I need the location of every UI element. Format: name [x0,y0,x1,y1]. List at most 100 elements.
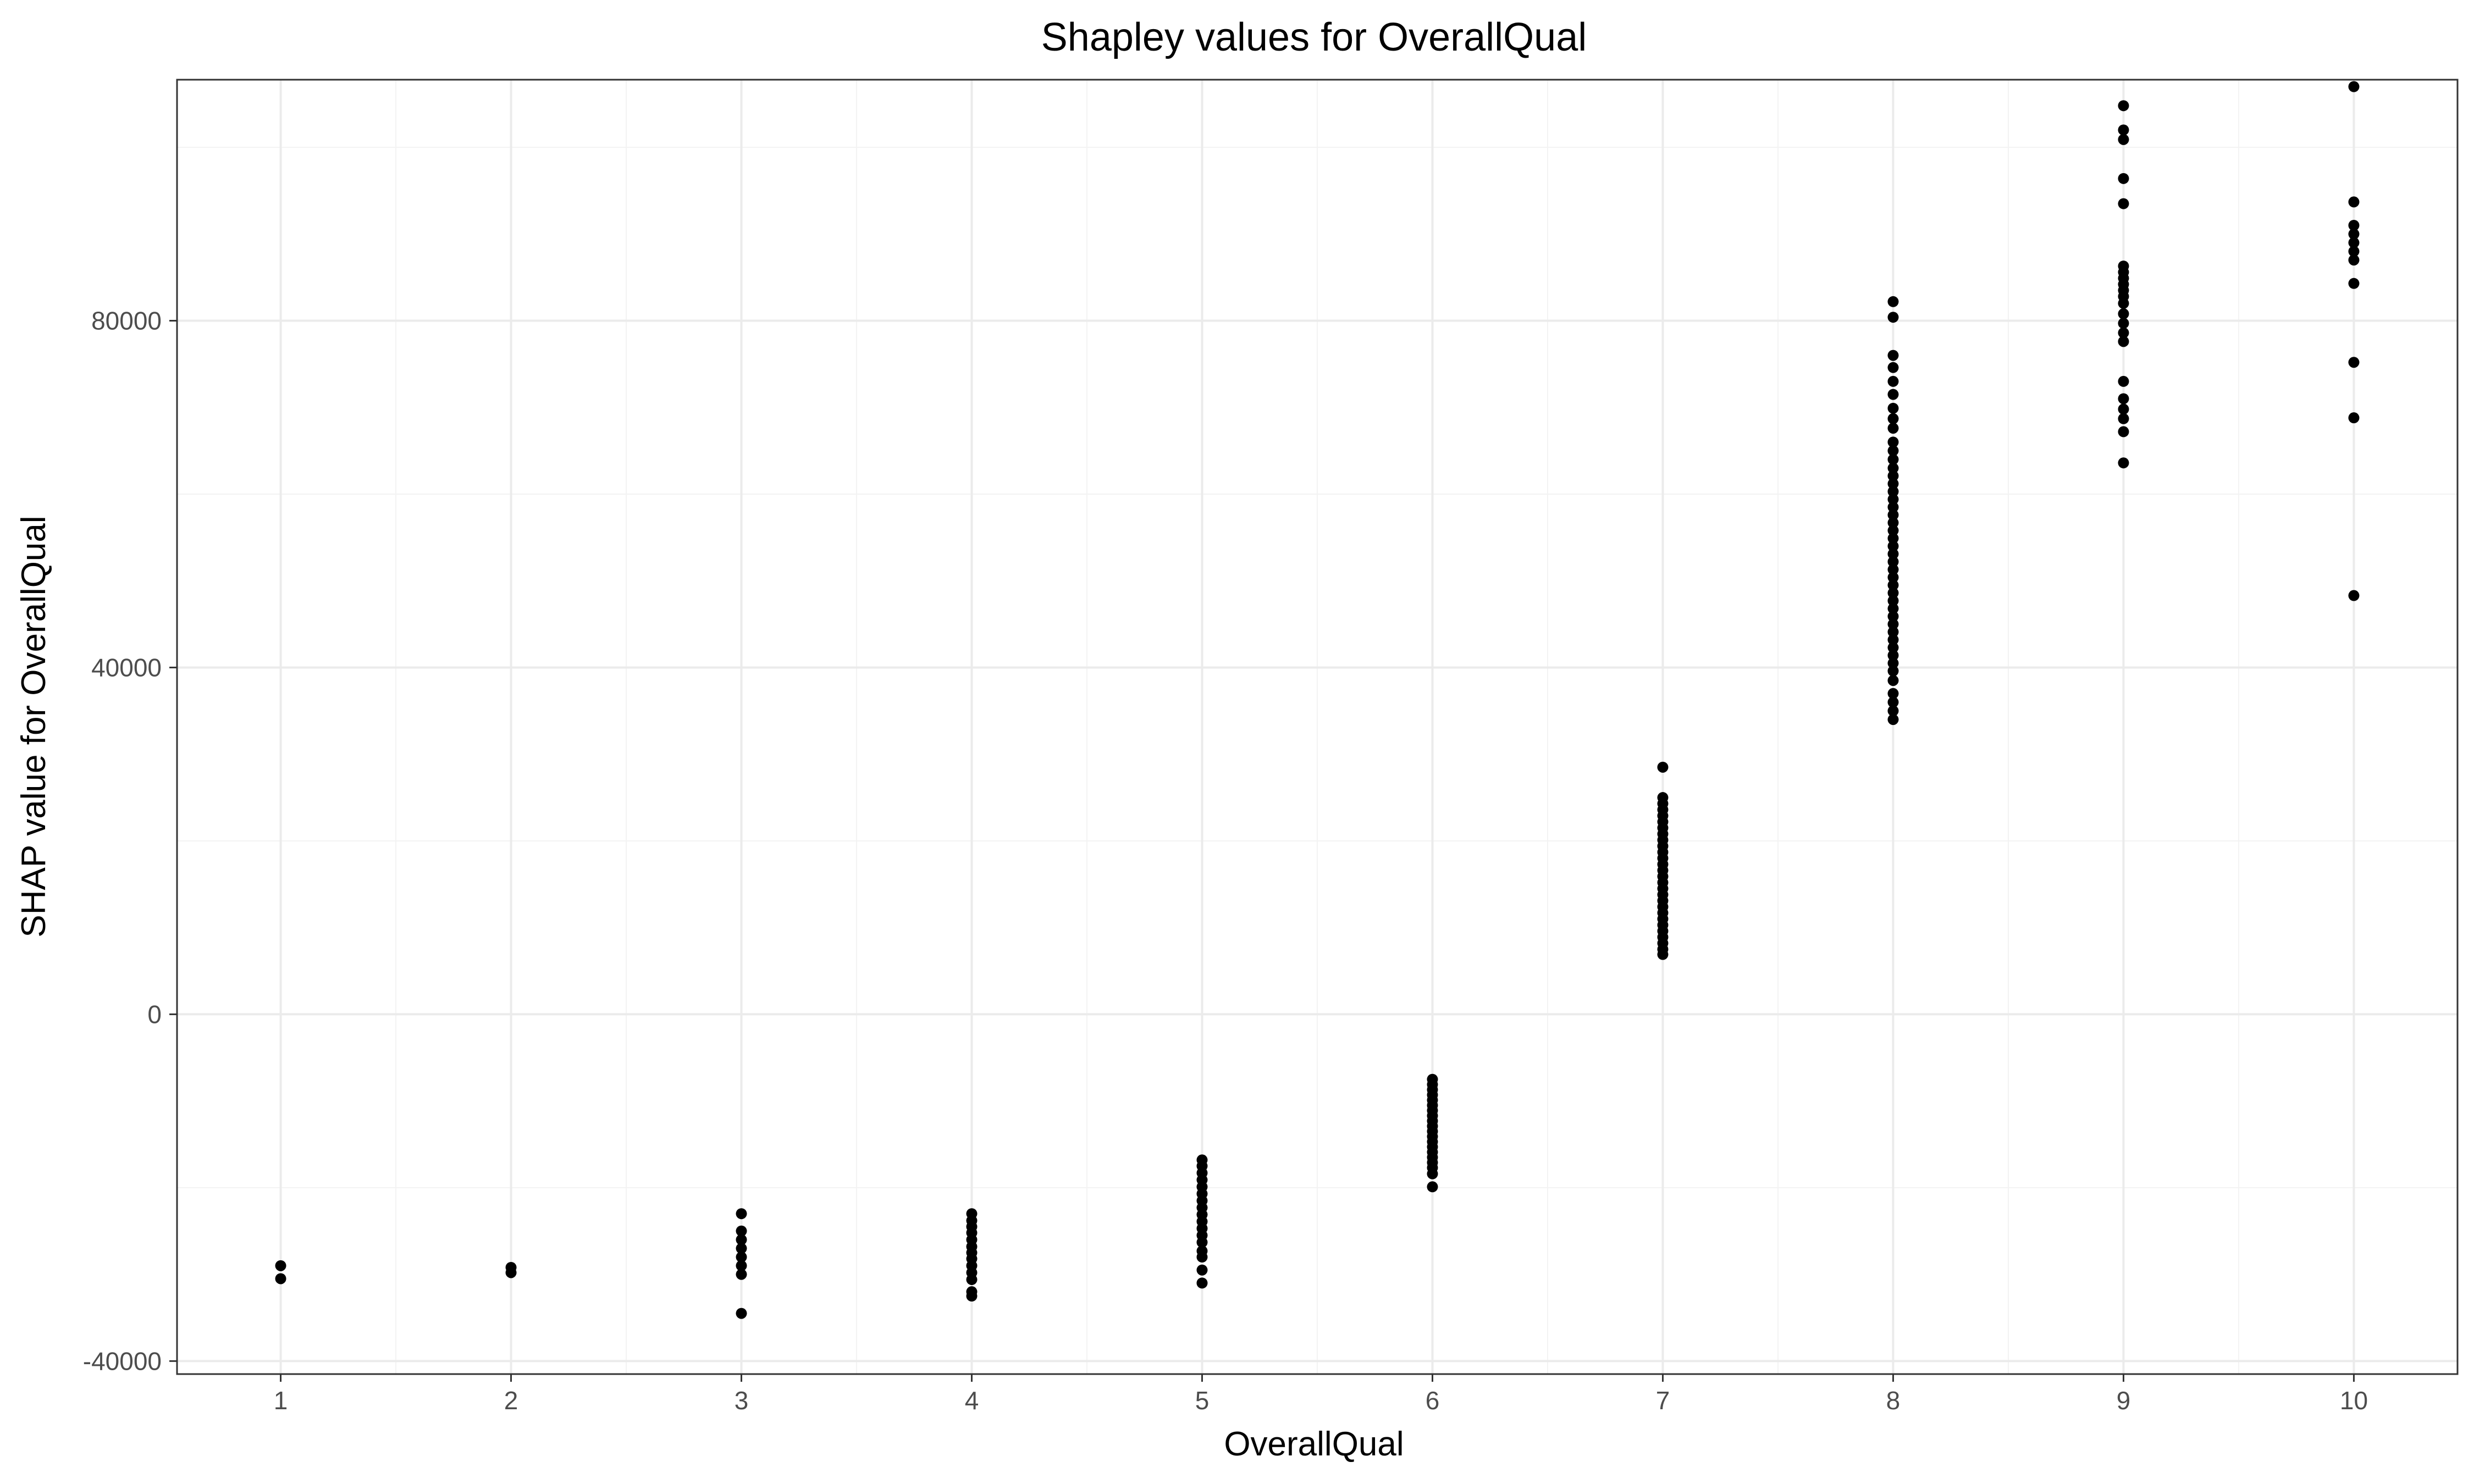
data-point [1887,587,1899,599]
data-point [1887,517,1899,529]
data-point [1887,494,1899,505]
x-tick-label: 10 [2340,1386,2368,1415]
data-point [2348,412,2360,424]
data-point [736,1260,747,1271]
data-point [736,1208,747,1220]
data-point [1887,423,1899,434]
data-point [1887,296,1899,307]
y-tick-label: 40000 [91,653,162,682]
y-axis-ticks: -40000 0 40000 80000 [83,307,177,1375]
data-point [1887,350,1899,361]
data-point [1887,486,1899,497]
minor-gridlines [177,80,2458,1374]
data-point [736,1269,747,1280]
data-point [1887,402,1899,414]
data-point [2118,327,2129,339]
data-point [1887,675,1899,686]
x-tick-label: 2 [504,1386,518,1415]
data-point [736,1225,747,1237]
data-point [1887,579,1899,591]
x-axis-title: OverallQual [1224,1425,1404,1463]
data-point [736,1234,747,1245]
data-point [2118,426,2129,438]
data-point [2118,336,2129,347]
data-point [1887,572,1899,583]
data-point [1196,1277,1208,1289]
data-point [2118,413,2129,424]
data-point [2118,393,2129,405]
data-point [2348,254,2360,266]
data-point [1887,501,1899,513]
data-point [1196,1264,1208,1276]
data-point [2348,237,2360,248]
data-point [966,1274,978,1286]
data-point [1887,375,1899,387]
data-point [1887,556,1899,568]
data-point [1887,618,1899,630]
y-tick-label: 0 [147,1000,162,1028]
data-point [2348,219,2360,231]
data-point [2348,81,2360,92]
data-point [1887,362,1899,373]
data-point [1887,696,1899,708]
data-point [1887,470,1899,481]
data-point [1887,595,1899,606]
data-point [2348,196,2360,208]
data-point [1887,462,1899,474]
data-point [275,1260,286,1271]
data-point [1887,413,1899,424]
data-point [1427,1168,1438,1180]
data-point [1196,1237,1208,1248]
data-point [2348,590,2360,601]
x-tick-label: 1 [274,1386,288,1415]
data-point [1887,312,1899,323]
data-point [2118,308,2129,319]
major-gridlines [177,80,2458,1374]
data-point [1657,761,1669,773]
x-tick-label: 5 [1195,1386,1210,1415]
data-point [1887,714,1899,726]
x-tick-label: 8 [1886,1386,1901,1415]
data-point [736,1252,747,1263]
data-point [1887,626,1899,638]
x-tick-label: 6 [1426,1386,1440,1415]
data-point [1887,540,1899,552]
x-tick-label: 4 [965,1386,979,1415]
data-point [1887,642,1899,654]
x-tick-label: 7 [1656,1386,1670,1415]
data-point [1887,445,1899,457]
data-point [1887,611,1899,622]
data-point [275,1273,286,1284]
panel-border [176,79,2459,1375]
y-tick-label: -40000 [83,1347,162,1375]
data-point [1427,1181,1438,1193]
data-point [1887,453,1899,465]
data-point [2118,297,2129,309]
data-point [2118,457,2129,469]
data-point [736,1243,747,1254]
data-point [1887,389,1899,400]
data-point [2118,134,2129,145]
data-point [1887,705,1899,717]
data-point [2348,278,2360,289]
data-point [2118,173,2129,184]
data-point [1196,1252,1208,1263]
data-point [736,1308,747,1319]
data-point [1657,949,1669,960]
data-point [1887,650,1899,661]
data-point [2118,403,2129,415]
data-point [2348,246,2360,257]
y-tick-label: 80000 [91,307,162,335]
data-point [2348,228,2360,240]
data-points [275,81,2360,1319]
data-point [1887,603,1899,614]
data-point [1887,634,1899,645]
data-point [2118,375,2129,387]
data-point [2348,357,2360,368]
data-point [1887,657,1899,669]
data-point [1887,478,1899,490]
data-point [2118,124,2129,136]
x-tick-label: 3 [735,1386,749,1415]
